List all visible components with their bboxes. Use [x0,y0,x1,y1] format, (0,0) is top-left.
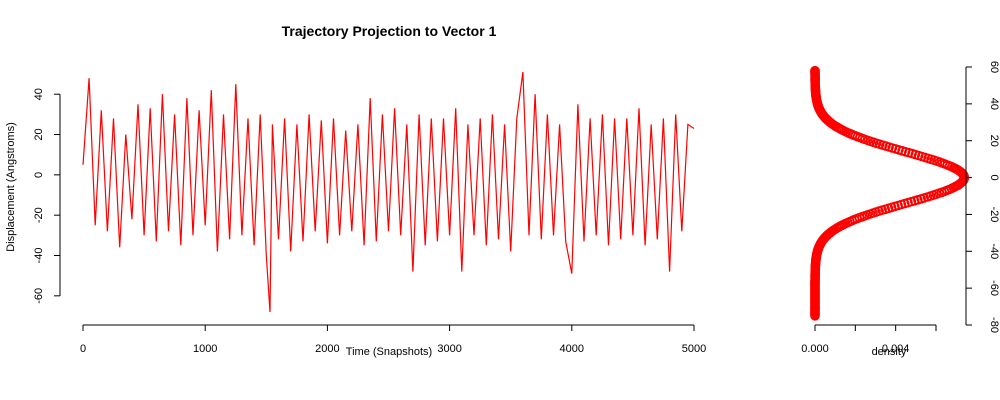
x-tick-label: 5000 [682,343,706,355]
x-tick-label: 3000 [437,343,461,355]
y-tick-label: -60 [33,288,45,304]
chart-title: Trajectory Projection to Vector 1 [282,23,497,39]
density-plot: 0.000 0.004 -80 -60 -40 -20 0 20 40 60 density [801,61,1000,358]
x-tick-label: 0 [80,343,86,355]
y-tick-label: 0 [33,172,45,178]
density-x-axis: 0.000 0.004 [801,324,937,355]
density-y-tick-label: 0 [988,175,1000,181]
x-tick-label: 2000 [315,343,339,355]
x-axis-label: Time (Snapshots) [346,346,432,358]
y-tick-label: 40 [33,88,45,100]
density-y-tick-label: 20 [988,135,1000,147]
density-y-axis: -80 -60 -40 -20 0 20 40 60 [965,61,1000,333]
x-axis: 0 1000 2000 3000 4000 5000 [80,324,706,355]
y-axis-label: Displacement (Angstroms) [5,122,17,252]
x-tick-label: 4000 [560,343,584,355]
density-x-axis-label: density [872,346,907,358]
density-y-tick-label: -20 [988,206,1000,222]
density-series [810,65,970,321]
trajectory-series [82,71,695,313]
density-y-tick-label: 60 [988,61,1000,73]
density-y-tick-label: 40 [988,98,1000,110]
y-tick-label: 20 [33,128,45,140]
density-y-tick-label: -80 [988,317,1000,333]
series-line-0 [82,71,695,313]
density-point [810,65,820,76]
density-y-tick-label: -40 [988,243,1000,259]
y-tick-label: -40 [33,248,45,264]
y-axis: -60 -40 -20 0 20 40 [33,88,61,304]
y-tick-label: -20 [33,207,45,223]
density-y-tick-label: -60 [988,280,1000,296]
density-x-tick-label: 0.004 [882,343,910,355]
x-tick-label: 1000 [193,343,217,355]
density-x-tick-label: 0.000 [801,343,829,355]
trajectory-plot: 0 1000 2000 3000 4000 5000 -60 -40 -20 0 20 40 Tim… [5,71,706,358]
